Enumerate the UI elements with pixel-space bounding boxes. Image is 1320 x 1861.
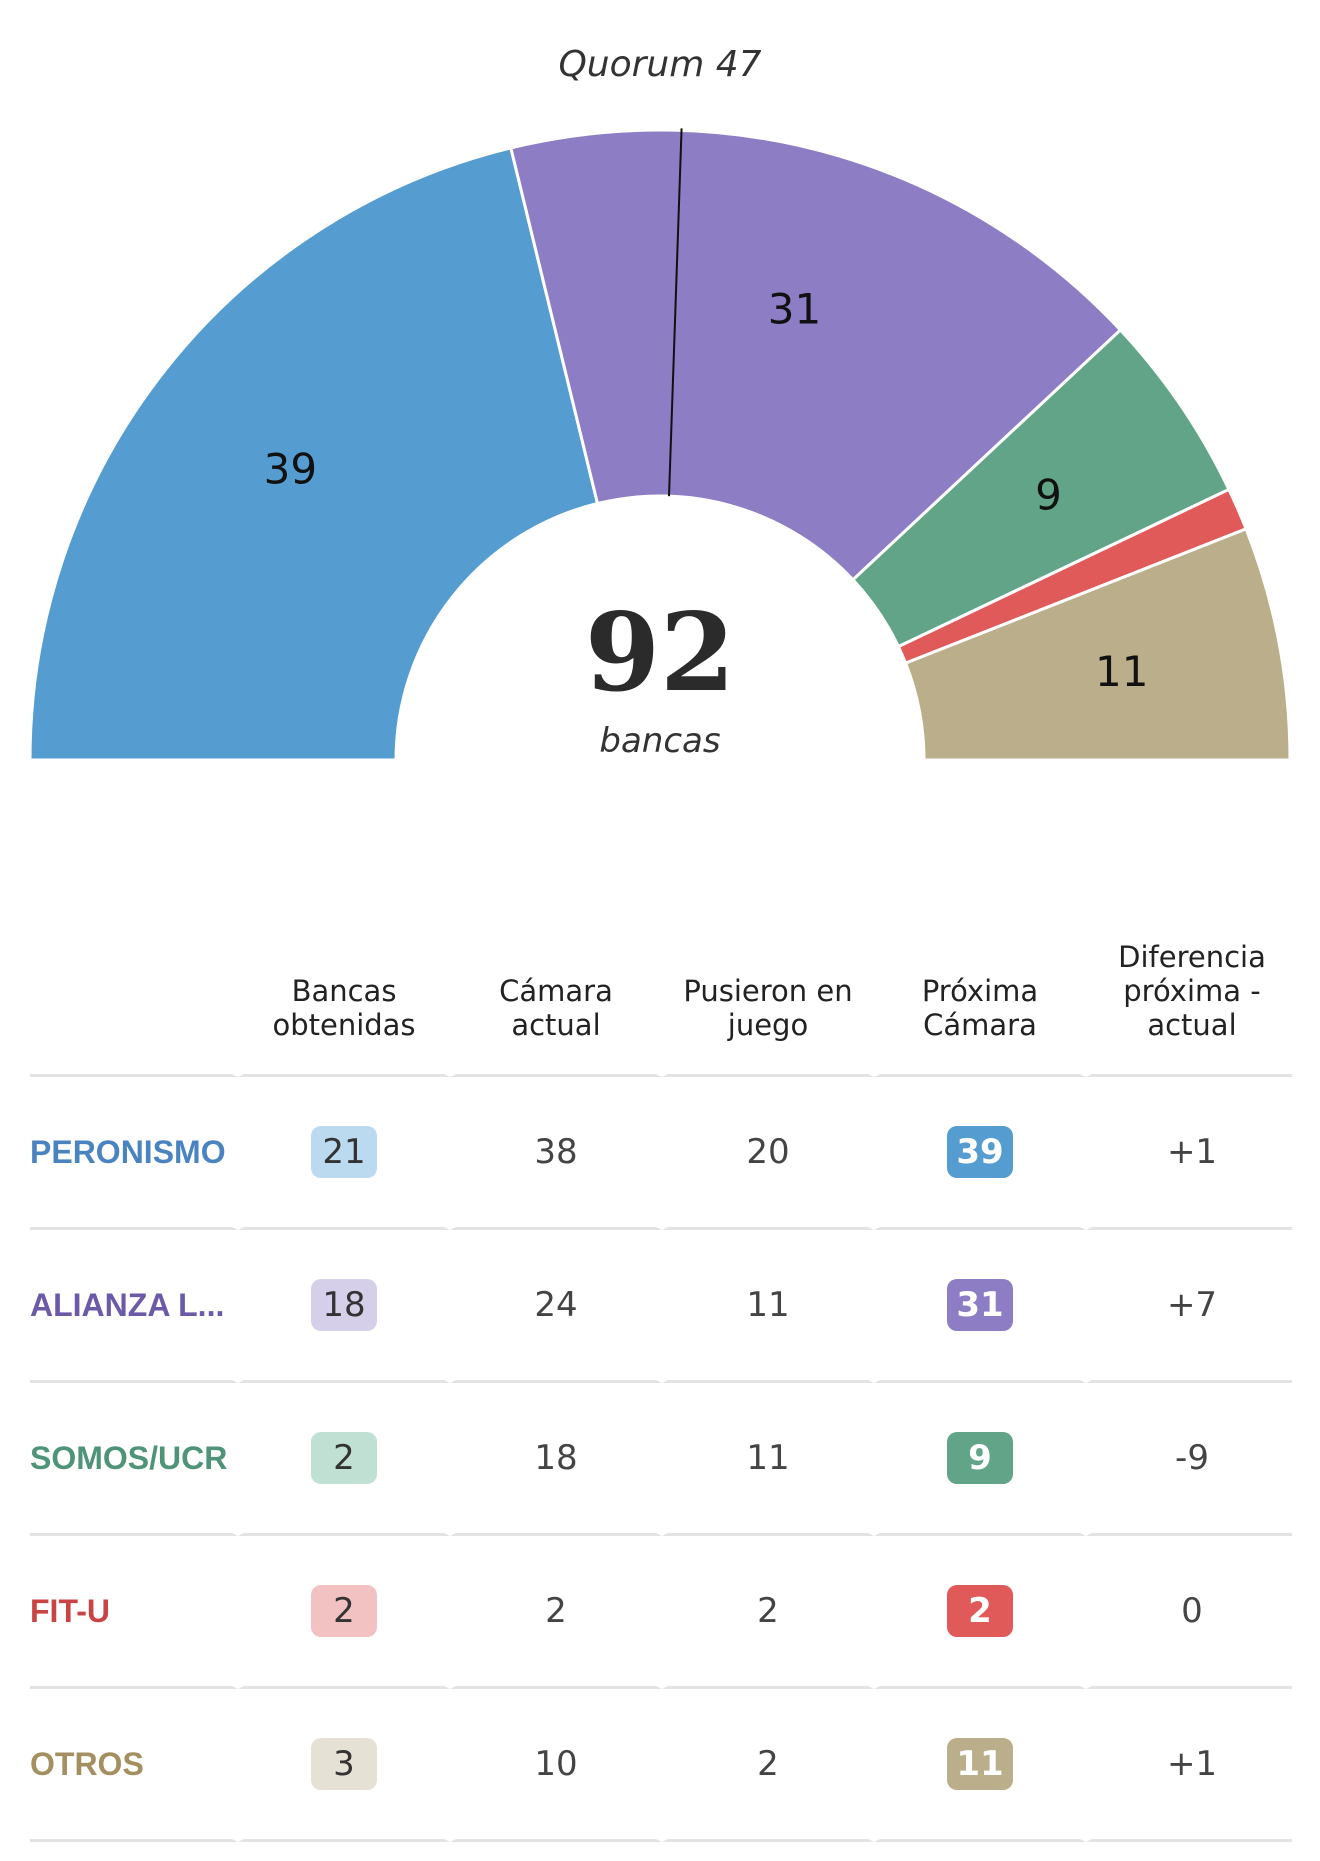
total-label: bancas [599, 721, 720, 761]
header-pusieron-en-juego: Pusieron en juego [662, 940, 874, 1077]
segment-label: 31 [768, 285, 821, 334]
pusieron-en-juego: 11 [662, 1383, 874, 1536]
proxima-camara-badge: 11 [947, 1738, 1013, 1790]
party-name: ALIANZA L... [30, 1230, 238, 1383]
party-name: OTROS [30, 1689, 238, 1842]
proxima-camara-cell: 31 [874, 1230, 1086, 1383]
table-row: OTROS 3 10 2 11 +1 [30, 1689, 1292, 1842]
table-row: PERONISMO 21 38 20 39 +1 [30, 1077, 1292, 1230]
table-row: FIT-U 2 2 2 2 0 [30, 1536, 1292, 1689]
proxima-camara-cell: 9 [874, 1383, 1086, 1536]
proxima-camara-cell: 39 [874, 1077, 1086, 1230]
diferencia: +1 [1086, 1689, 1292, 1842]
header-diferencia: Diferencia próxima - actual [1086, 940, 1292, 1077]
bancas-obtenidas-badge: 3 [311, 1738, 377, 1790]
quorum-label: Quorum 47 [558, 44, 761, 85]
pusieron-en-juego: 2 [662, 1689, 874, 1842]
segment-peronismo [28, 146, 600, 762]
proxima-camara-cell: 11 [874, 1689, 1086, 1842]
bancas-obtenidas-badge: 2 [311, 1432, 377, 1484]
table-body: PERONISMO 21 38 20 39 +1 ALIANZA L... 18 24 11 31 +… [30, 1077, 1292, 1842]
segment-otros [903, 526, 1292, 762]
proxima-camara-badge: 9 [947, 1432, 1013, 1484]
proxima-camara-badge: 2 [947, 1585, 1013, 1637]
header-party [30, 940, 238, 1077]
bancas-obtenidas-cell: 3 [238, 1689, 450, 1842]
segment-label: 11 [1095, 647, 1148, 696]
camara-actual: 18 [450, 1383, 662, 1536]
header-bancas-obtenidas: Bancas obtenidas [238, 940, 450, 1077]
bancas-obtenidas-badge: 18 [311, 1279, 377, 1331]
total-seats: 92 [585, 590, 735, 716]
proxima-camara-badge: 31 [947, 1279, 1013, 1331]
diferencia: +1 [1086, 1077, 1292, 1230]
bancas-obtenidas-badge: 2 [311, 1585, 377, 1637]
camara-actual: 10 [450, 1689, 662, 1842]
party-name: FIT-U [30, 1536, 238, 1689]
table-row: SOMOS/UCR 2 18 11 9 -9 [30, 1383, 1292, 1536]
header-camara-actual: Cámara actual [450, 940, 662, 1077]
segment-alianza-l [509, 128, 1123, 582]
segment-label: 9 [1035, 471, 1062, 520]
pusieron-en-juego: 20 [662, 1077, 874, 1230]
table-row: ALIANZA L... 18 24 11 31 +7 [30, 1230, 1292, 1383]
proxima-camara-cell: 2 [874, 1536, 1086, 1689]
parliament-chart: Quorum 47 39 31 9 11 92 bancas [28, 44, 1292, 762]
chart-segments: 39 31 9 11 [28, 128, 1292, 762]
bancas-obtenidas-badge: 21 [311, 1126, 377, 1178]
diferencia: -9 [1086, 1383, 1292, 1536]
segment-label: 39 [264, 445, 317, 494]
proxima-camara-badge: 39 [947, 1126, 1013, 1178]
bancas-obtenidas-cell: 18 [238, 1230, 450, 1383]
camara-actual: 24 [450, 1230, 662, 1383]
results-table: Bancas obtenidas Cámara actual Pusieron … [30, 940, 1292, 1842]
party-name: SOMOS/UCR [30, 1383, 238, 1536]
quorum-line [668, 128, 683, 497]
party-name: PERONISMO [30, 1077, 238, 1230]
table-header-row: Bancas obtenidas Cámara actual Pusieron … [30, 940, 1292, 1077]
diferencia: +7 [1086, 1230, 1292, 1383]
diferencia: 0 [1086, 1536, 1292, 1689]
header-proxima-camara: Próxima Cámara [874, 940, 1086, 1077]
bancas-obtenidas-cell: 2 [238, 1536, 450, 1689]
pusieron-en-juego: 11 [662, 1230, 874, 1383]
pusieron-en-juego: 2 [662, 1536, 874, 1689]
bancas-obtenidas-cell: 21 [238, 1077, 450, 1230]
camara-actual: 38 [450, 1077, 662, 1230]
camara-actual: 2 [450, 1536, 662, 1689]
bancas-obtenidas-cell: 2 [238, 1383, 450, 1536]
